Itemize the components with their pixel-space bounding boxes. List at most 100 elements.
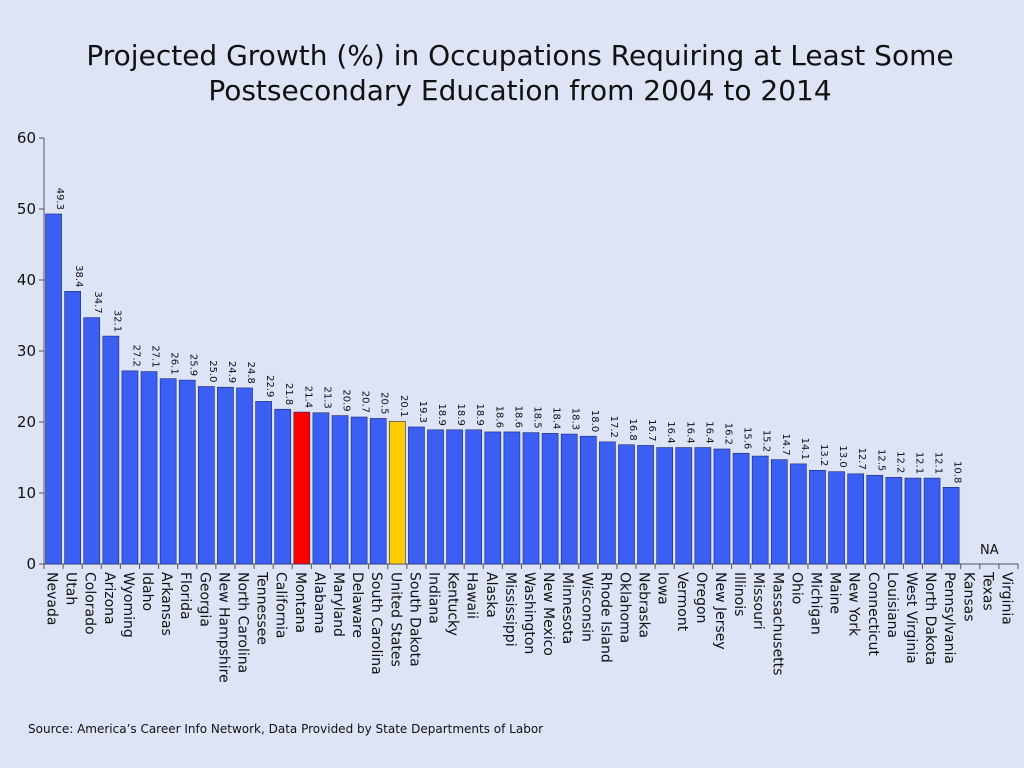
- bar-value-label: 18.9: [474, 404, 485, 426]
- bar-value-label: 25.9: [188, 354, 199, 376]
- y-tick-label: 50: [17, 200, 36, 218]
- bar-value-label: 32.1: [111, 310, 122, 332]
- bar-value-label: 18.4: [551, 407, 562, 429]
- x-category-label: Louisiana: [884, 572, 900, 638]
- bar: [560, 433, 578, 565]
- bar: [465, 429, 483, 565]
- bar: [178, 379, 196, 565]
- bar-value-label: 18.5: [532, 406, 543, 428]
- x-category-label: Alabama: [311, 572, 327, 634]
- x-category-label: Maryland: [330, 572, 346, 637]
- x-category-label: Maine: [827, 572, 843, 614]
- bar: [790, 463, 807, 565]
- bar-value-label: 25.0: [207, 360, 218, 382]
- bar-value-label: 18.6: [512, 406, 523, 428]
- x-category-label: Virginia: [998, 572, 1014, 625]
- x-category-label: United States: [387, 572, 403, 667]
- x-category-label: North Carolina: [235, 572, 251, 673]
- bar: [236, 387, 253, 565]
- bar-value-label: 13.2: [818, 444, 829, 466]
- bar-value-label: 15.2: [761, 430, 772, 452]
- y-tick-label: 10: [17, 484, 36, 502]
- x-category-label: Rhode Island: [597, 572, 613, 663]
- bar-value-label: 24.8: [245, 362, 256, 384]
- x-category-label: California: [273, 572, 289, 638]
- bar-value-label: 14.7: [780, 433, 791, 455]
- bar: [866, 474, 884, 565]
- y-tick-label: 20: [17, 413, 36, 431]
- bar-value-label: 20.1: [398, 395, 409, 417]
- bar: [675, 447, 693, 565]
- x-category-label: Wisconsin: [578, 572, 594, 642]
- x-category-label: Georgia: [196, 572, 212, 627]
- bar-value-label: 24.9: [226, 361, 237, 383]
- bar: [541, 433, 559, 565]
- bar-value-label: 38.4: [73, 265, 84, 287]
- bar: [713, 448, 731, 565]
- chart-title-line-1: Projected Growth (%) in Occupations Requ…: [86, 39, 954, 72]
- bar-value-label: 21.4: [302, 386, 313, 408]
- x-category-label: Utah: [63, 572, 79, 605]
- x-category-label: Hawaii: [464, 572, 480, 619]
- bar-value-label: 10.8: [952, 461, 963, 483]
- bar: [599, 441, 616, 565]
- bar-value-label: 12.7: [856, 448, 867, 470]
- x-category-label: Texas: [979, 571, 995, 611]
- bar: [369, 418, 387, 565]
- x-category-label: Michigan: [807, 572, 823, 635]
- bar: [923, 477, 941, 565]
- bar-value-label: 27.1: [150, 345, 161, 367]
- x-category-label: Vermont: [674, 572, 690, 632]
- x-category-label: Minnesota: [559, 572, 575, 644]
- bar-value-label: 26.1: [169, 352, 180, 374]
- source-note: Source: America’s Career Info Network, D…: [28, 722, 544, 736]
- bar: [618, 444, 635, 565]
- x-category-label: Pennsylvania: [941, 572, 957, 664]
- na-label: NA: [980, 543, 999, 558]
- bar: [255, 401, 272, 565]
- bar-value-label: 18.6: [493, 406, 504, 428]
- bar: [694, 447, 712, 565]
- bar-value-label: 21.8: [283, 383, 294, 405]
- bar: [522, 432, 540, 565]
- x-category-label: Missouri: [750, 572, 766, 630]
- bar: [83, 317, 101, 565]
- x-category-label: Mississippi: [502, 572, 518, 647]
- y-tick-label: 30: [17, 342, 36, 360]
- x-category-label: Oregon: [693, 572, 709, 623]
- bar: [121, 370, 139, 565]
- x-category-label: Alaska: [483, 572, 499, 618]
- y-tick-label: 60: [17, 129, 36, 147]
- bar: [45, 213, 62, 565]
- x-category-label: Kansas: [960, 572, 976, 622]
- bar-value-label: 12.2: [894, 451, 905, 473]
- x-category-label: Nevada: [44, 572, 60, 625]
- bar: [274, 408, 292, 565]
- bar-value-label: 21.3: [321, 387, 332, 409]
- bar: [484, 431, 502, 565]
- x-category-label: South Carolina: [368, 572, 384, 675]
- bar: [904, 477, 922, 565]
- bar: [847, 473, 864, 565]
- bar: [388, 420, 406, 565]
- bar-value-label: 12.5: [875, 449, 886, 471]
- bar: [770, 459, 788, 565]
- bar-value-label: 16.8: [627, 418, 638, 440]
- bar-value-label: 13.0: [837, 445, 848, 467]
- bar: [198, 386, 215, 565]
- bar: [637, 445, 654, 565]
- bar-value-label: 20.7: [360, 391, 371, 413]
- bar: [64, 291, 81, 565]
- bar: [942, 487, 960, 565]
- bar-value-label: 34.7: [92, 291, 103, 313]
- bar: [293, 411, 311, 565]
- bar-value-label: 27.2: [130, 345, 141, 367]
- x-category-label: Arkansas: [158, 572, 174, 636]
- bar: [140, 371, 158, 565]
- bar-value-label: 12.1: [913, 452, 924, 474]
- bar: [732, 452, 750, 565]
- bar: [656, 447, 674, 565]
- bar: [408, 426, 425, 565]
- x-category-label: North Dakota: [922, 572, 938, 665]
